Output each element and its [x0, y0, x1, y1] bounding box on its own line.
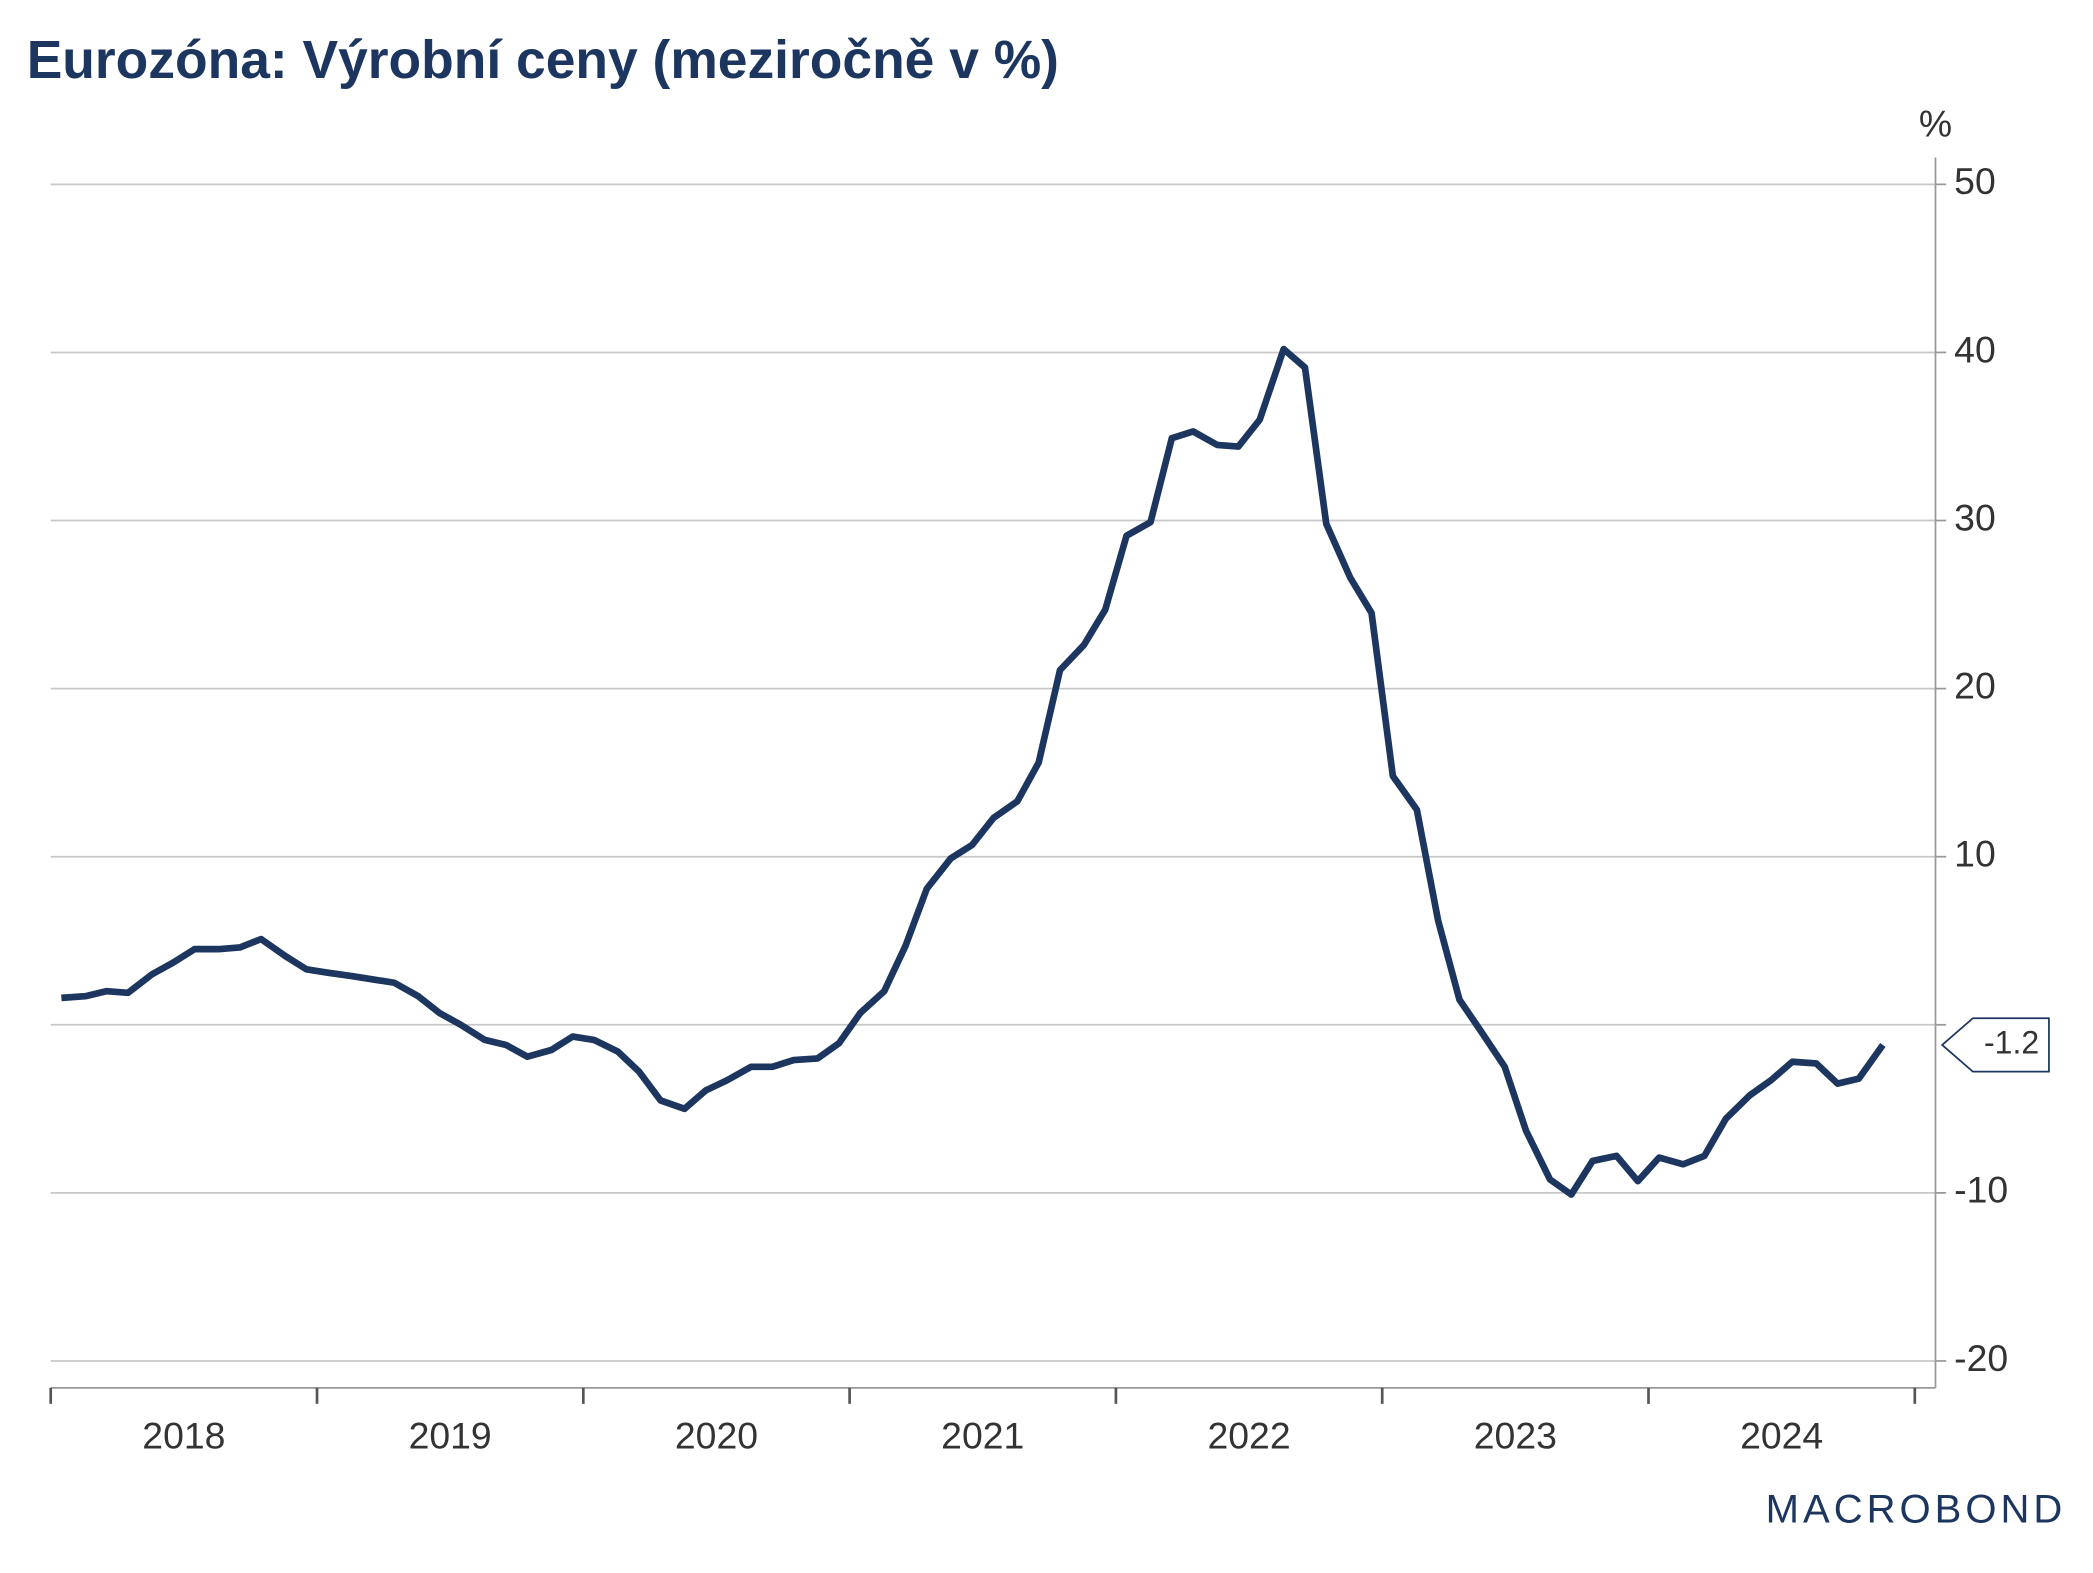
y-tick-label: 50 [1954, 160, 1996, 202]
logo: MACROBOND [1766, 1488, 2067, 1532]
x-tick-label: 2021 [941, 1414, 1024, 1456]
y-tick-label: -20 [1954, 1337, 2008, 1379]
x-tick-label: 2020 [675, 1414, 758, 1456]
y-tick-label: 10 [1954, 833, 1996, 875]
y-unit: % [1919, 103, 1952, 145]
x-tick-label: 2018 [142, 1414, 225, 1456]
chart-title: Eurozóna: Výrobní ceny (meziročně v %) [27, 31, 1059, 90]
x-tick-label: 2023 [1474, 1414, 1557, 1456]
value-label: -1.2 [1984, 1024, 2039, 1060]
line-series [61, 345, 1886, 1198]
x-tick-label: 2024 [1740, 1414, 1823, 1456]
y-tick-label: 40 [1954, 328, 1996, 370]
value-callout [1940, 1017, 2050, 1073]
x-tick-label: 2019 [409, 1414, 492, 1456]
y-tick-label: 30 [1954, 496, 1996, 538]
y-tick-label: -10 [1954, 1169, 2008, 1211]
y-tick-label: 20 [1954, 664, 1996, 706]
x-tick-label: 2022 [1207, 1414, 1290, 1456]
